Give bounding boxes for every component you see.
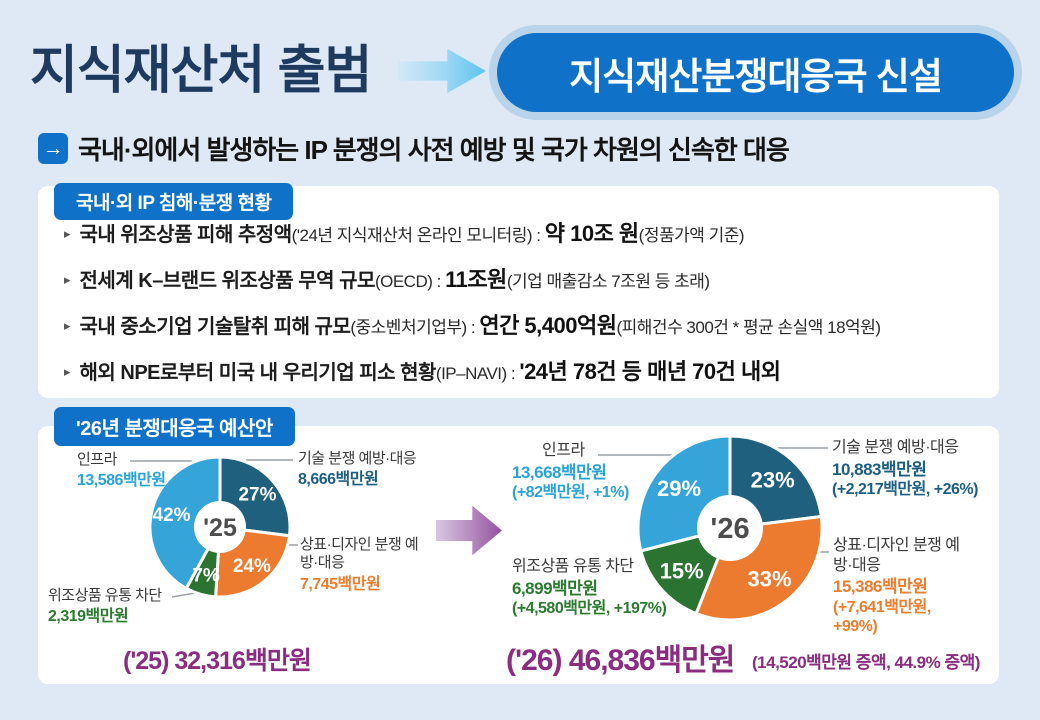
pie-percent-brand: 33% <box>748 567 792 592</box>
pie26-label-fake-value: 6,899백만원 <box>512 578 598 598</box>
status-box-header: 국내·외 IP 침해·분쟁 현황 <box>54 183 294 220</box>
bullet-segment: (IP–NAVI) <box>435 364 507 383</box>
pie25-label-tech: 기술 분쟁 예방·대응 8,666백만원 <box>298 450 417 490</box>
bullet-segment: : <box>532 226 545 245</box>
pie25-label-infra: 인프라 13,586백만원 <box>77 451 166 491</box>
total-2025: ('25) 32,316백만원 <box>123 647 312 675</box>
bullet-segment: (중소벤처기업부) <box>350 318 467 337</box>
bullet-segment: '24년 78건 등 매년 70건 내외 <box>519 359 781 384</box>
title-arrow-icon <box>398 48 486 94</box>
page-title: 지식재산처 출범 <box>30 42 372 100</box>
bullet-segment: 연간 5,400억원 <box>479 313 617 338</box>
budget-box-header: '26년 분쟁대응국 예산안 <box>54 407 295 446</box>
pie-percent-brand: 24% <box>233 556 271 577</box>
bullet-marker-icon: ▸ <box>64 318 71 333</box>
bullet-segment: 약 10조 원 <box>544 221 639 246</box>
pie-percent-tech: 27% <box>238 485 276 506</box>
bullet-segment: (피해건수 300건 * 평균 손실액 18억원) <box>616 318 881 337</box>
pie26-label-fake-name: 위조상품 유통 차단 <box>512 558 634 575</box>
pie25-label-fake-value: 2,319백만원 <box>48 608 129 626</box>
pie-percent-tech: 23% <box>751 467 795 492</box>
bullet-marker-icon: ▸ <box>64 226 71 241</box>
pie-hole <box>697 495 763 561</box>
pie25-label-tech-name: 기술 분쟁 예방·대응 <box>298 450 417 467</box>
bullet-segment: : <box>506 364 520 383</box>
pie25-label-fake: 위조상품 유통 차단 2,319백만원 <box>48 587 162 627</box>
pie25-label-fake-name: 위조상품 유통 차단 <box>48 587 162 604</box>
bullet-segment: 11조원 <box>445 267 507 292</box>
status-box <box>38 186 999 398</box>
bullet-segment: (기업 매출감소 7조원 등 초래) <box>506 272 710 291</box>
bullet-segment: (OECD) <box>374 272 433 291</box>
status-bullet: ▸ 국내 위조상품 피해 추정액('24년 지식재산처 온라인 모니터링) : 약… <box>64 219 994 249</box>
pie26-label-tech-name: 기술 분쟁 예방·대응 <box>832 439 959 456</box>
pie25-label-brand: 상표·디자인 분쟁 예방·대응 7,745백만원 <box>300 536 426 594</box>
pie-chart-2025: 27% 24% 7% 42% '25 <box>148 455 292 599</box>
pie26-label-infra-delta: (+82백만원, +1%) <box>512 484 629 502</box>
pie26-label-fake: 위조상품 유통 차단 6,899백만원 (+4,580백만원, +197%) <box>512 557 667 619</box>
pie-hole <box>194 501 246 553</box>
status-bullet: ▸ 해외 NPE로부터 미국 내 우리기업 피소 현황(IP–NAVI) : '2… <box>64 357 994 387</box>
pie26-label-brand-name: 상표·디자인 분쟁 예방·대응 <box>833 537 960 574</box>
new-bureau-badge-label: 지식재산분쟁대응국 신설 <box>569 55 943 97</box>
bullet-segment: 전세계 K–브랜드 위조상품 무역 규모 <box>79 270 376 292</box>
pie26-label-brand-value: 15,386백만원 <box>833 577 928 597</box>
pie26-label-infra: 인프라 13,668백만원 (+82백만원, +1%) <box>512 441 629 503</box>
bullet-marker-icon: ▸ <box>64 272 71 287</box>
pie25-label-tech-value: 8,666백만원 <box>298 471 379 489</box>
pie26-label-tech-delta: (+2,217백만원, +26%) <box>832 481 978 499</box>
bullet-segment: 국내 위조상품 피해 추정액 <box>79 224 293 246</box>
pie26-label-brand-delta: (+7,641백만원, +99%) <box>833 598 931 636</box>
pie-center-year: '26 <box>710 513 749 545</box>
pie25-label-brand-value: 7,745백만원 <box>300 575 381 593</box>
total-2026-note: (14,520백만원 증액, 44.9% 증액) <box>752 653 980 672</box>
subtitle: 국내·외에서 발생하는 IP 분쟁의 사전 예방 및 국가 차원의 신속한 대응 <box>78 135 790 165</box>
pie-slice-infra <box>148 455 222 590</box>
pie26-label-infra-value: 13,668백만원 <box>512 462 607 482</box>
status-bullet: ▸ 국내 중소기업 기술탈취 피해 규모(중소벤처기업부) : 연간 5,400억… <box>64 311 994 341</box>
pie-percent-fake: 7% <box>192 566 220 587</box>
pie25-label-infra-value: 13,586백만원 <box>77 472 166 490</box>
arrow-right-icon: → <box>38 133 68 164</box>
pie-chart-2026: 23% 33% 15% 29% '26 <box>636 434 824 622</box>
subtitle-row: → 국내·외에서 발생하는 IP 분쟁의 사전 예방 및 국가 차원의 신속한 … <box>38 130 790 167</box>
bullet-segment: ('24년 지식재산처 온라인 모니터링) <box>291 226 533 245</box>
pie26-label-fake-delta: (+4,580백만원, +197%) <box>512 600 667 618</box>
bullet-segment: 해외 NPE로부터 미국 내 우리기업 피소 현황 <box>79 362 437 384</box>
bullet-segment: 국내 중소기업 기술탈취 피해 규모 <box>79 316 351 338</box>
new-bureau-badge: 지식재산분쟁대응국 신설 <box>489 25 1022 120</box>
pie26-label-tech-value: 10,883백만원 <box>832 459 927 479</box>
status-bullets: ▸ 국내 위조상품 피해 추정액('24년 지식재산처 온라인 모니터링) : 약… <box>64 219 994 403</box>
status-bullet: ▸ 전세계 K–브랜드 위조상품 무역 규모(OECD) : 11조원(기업 매출… <box>64 265 994 295</box>
pie25-label-infra-name: 인프라 <box>77 451 117 468</box>
pie-center-year: '25 <box>203 514 237 542</box>
pie26-label-brand: 상표·디자인 분쟁 예방·대응 15,386백만원 (+7,641백만원, +9… <box>833 536 969 637</box>
pie-percent-infra: 42% <box>153 505 191 526</box>
pie26-label-infra-name: 인프라 <box>542 442 585 459</box>
pie-percent-infra: 29% <box>657 476 701 501</box>
pie-percent-fake: 15% <box>660 558 704 583</box>
bullet-segment: : <box>466 318 480 337</box>
bullet-segment: (정품가액 기준) <box>638 226 745 245</box>
pie25-label-brand-name: 상표·디자인 분쟁 예방·대응 <box>300 536 419 572</box>
bullet-segment: : <box>432 272 446 291</box>
pie26-label-tech: 기술 분쟁 예방·대응 10,883백만원 (+2,217백만원, +26%) <box>832 438 978 500</box>
total-2026: ('26) 46,836백만원 <box>506 644 735 677</box>
bullet-marker-icon: ▸ <box>64 364 71 379</box>
